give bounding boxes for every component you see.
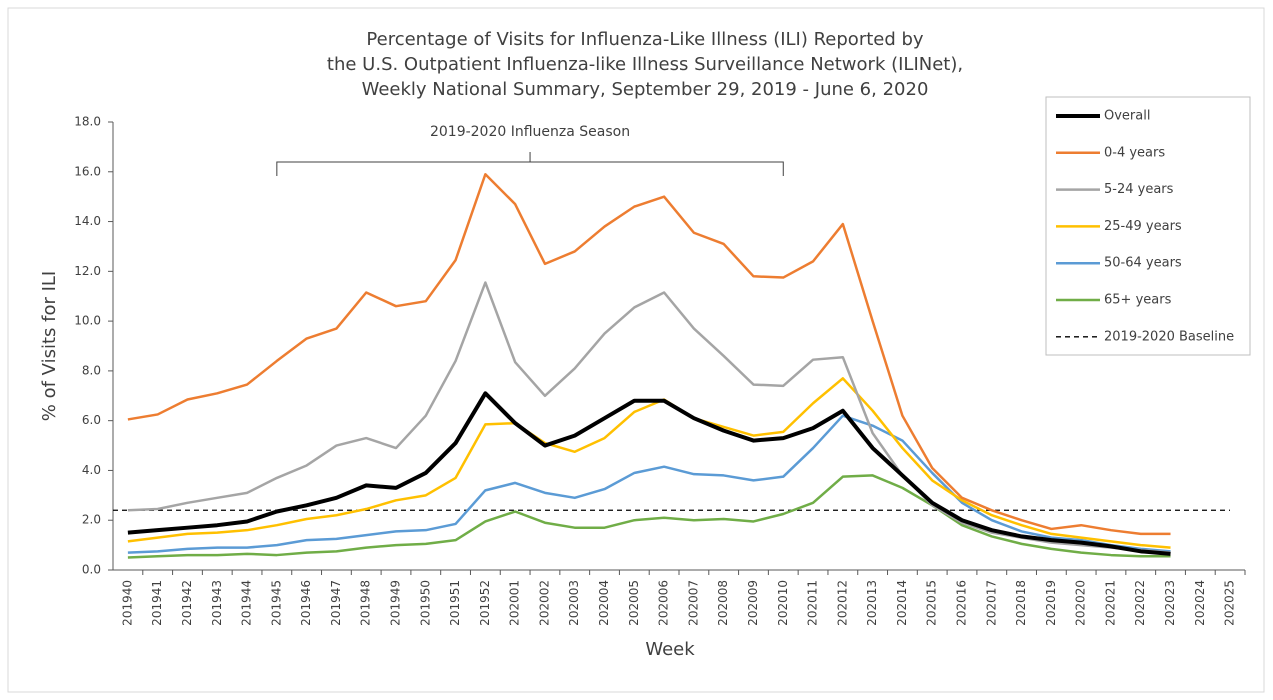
x-tick-label: 201942 bbox=[180, 580, 194, 626]
legend-label: 0-4 years bbox=[1104, 145, 1165, 160]
y-tick-label: 0.0 bbox=[82, 563, 101, 577]
y-tick-label: 16.0 bbox=[74, 164, 101, 178]
series-line bbox=[127, 414, 1171, 554]
x-tick-label: 202016 bbox=[955, 580, 969, 626]
x-tick-label: 202014 bbox=[895, 580, 909, 626]
legend-label: 2019-2020 Baseline bbox=[1104, 329, 1234, 344]
y-tick-label: 18.0 bbox=[74, 115, 101, 129]
y-tick-label: 6.0 bbox=[82, 413, 101, 427]
x-tick-label: 201949 bbox=[389, 580, 403, 626]
annotation-text: 2019-2020 Influenza Season bbox=[430, 124, 630, 140]
legend-label: Overall bbox=[1104, 109, 1150, 124]
x-tick-label: 202011 bbox=[806, 580, 820, 626]
x-tick-label: 202021 bbox=[1103, 580, 1117, 626]
legend-label: 5-24 years bbox=[1104, 182, 1174, 197]
x-tick-label: 202004 bbox=[597, 580, 611, 626]
y-tick-label: 10.0 bbox=[74, 314, 101, 328]
x-tick-label: 201945 bbox=[269, 580, 283, 626]
legend-label: 65+ years bbox=[1104, 293, 1172, 308]
x-tick-label: 202007 bbox=[686, 580, 700, 626]
series-line bbox=[127, 474, 1171, 559]
chart-title: Percentage of Visits for Influenza-Like … bbox=[366, 29, 924, 50]
legend-label: 25-49 years bbox=[1104, 219, 1182, 234]
series-line bbox=[127, 173, 1171, 536]
chart-title: the U.S. Outpatient Influenza-like Illne… bbox=[327, 54, 963, 75]
x-tick-label: 202005 bbox=[627, 580, 641, 626]
x-tick-label: 201943 bbox=[210, 580, 224, 626]
x-tick-label: 202012 bbox=[835, 580, 849, 626]
x-tick-label: 202024 bbox=[1193, 580, 1207, 626]
y-tick-label: 2.0 bbox=[82, 513, 101, 527]
chart-title: Weekly National Summary, September 29, 2… bbox=[362, 79, 929, 100]
y-axis-label: % of Visits for ILI bbox=[39, 271, 60, 421]
y-tick-label: 14.0 bbox=[74, 214, 101, 228]
x-tick-label: 202019 bbox=[1044, 580, 1058, 626]
x-tick-label: 201951 bbox=[448, 580, 462, 626]
x-tick-label: 202006 bbox=[657, 580, 671, 626]
x-tick-label: 202013 bbox=[865, 580, 879, 626]
x-tick-label: 202009 bbox=[746, 580, 760, 626]
x-tick-label: 202002 bbox=[537, 580, 551, 626]
x-tick-label: 201940 bbox=[120, 580, 134, 626]
x-tick-label: 201944 bbox=[240, 580, 254, 626]
series-line bbox=[127, 377, 1171, 549]
x-tick-label: 202018 bbox=[1014, 580, 1028, 626]
x-tick-label: 202001 bbox=[508, 580, 522, 626]
x-axis-label: Week bbox=[645, 639, 695, 660]
x-tick-label: 202008 bbox=[716, 580, 730, 626]
x-tick-label: 202015 bbox=[925, 580, 939, 626]
x-tick-label: 201947 bbox=[329, 580, 343, 626]
x-tick-label: 202010 bbox=[776, 580, 790, 626]
x-tick-label: 202020 bbox=[1074, 580, 1088, 626]
x-tick-label: 202023 bbox=[1163, 580, 1177, 626]
y-tick-label: 4.0 bbox=[82, 463, 101, 477]
series-line bbox=[127, 281, 1171, 554]
x-tick-label: 202025 bbox=[1223, 580, 1237, 626]
x-tick-label: 201952 bbox=[478, 580, 492, 626]
x-tick-label: 201950 bbox=[418, 580, 432, 626]
y-tick-label: 8.0 bbox=[82, 363, 101, 377]
series-line bbox=[127, 391, 1171, 556]
x-tick-label: 201948 bbox=[359, 580, 373, 626]
x-tick-label: 201946 bbox=[299, 580, 313, 626]
x-tick-label: 201941 bbox=[150, 580, 164, 626]
x-tick-label: 202017 bbox=[984, 580, 998, 626]
y-tick-label: 12.0 bbox=[74, 264, 101, 278]
annotation-bracket bbox=[276, 152, 784, 176]
x-tick-label: 202003 bbox=[567, 580, 581, 626]
legend-label: 50-64 years bbox=[1104, 256, 1182, 271]
x-tick-label: 202022 bbox=[1133, 580, 1147, 626]
